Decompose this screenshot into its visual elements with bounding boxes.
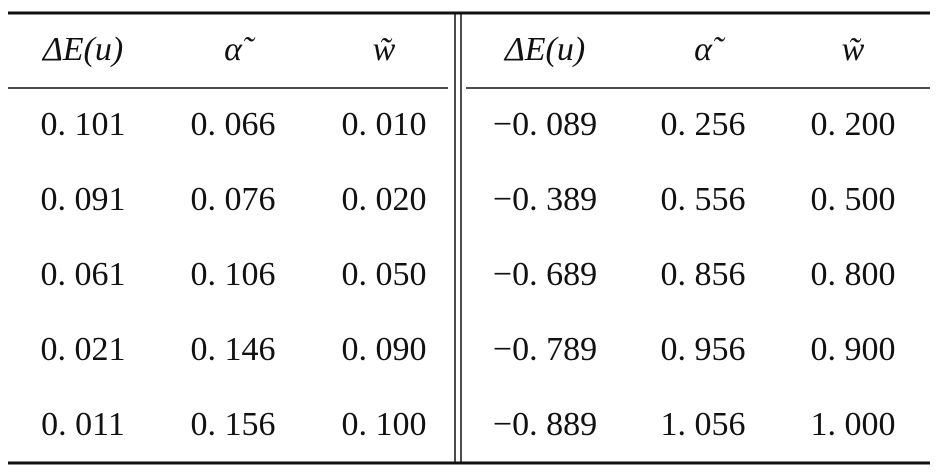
cell: −0. 889 <box>493 406 597 443</box>
cell: 0. 800 <box>811 256 896 293</box>
cell: 0. 100 <box>342 406 427 443</box>
cell: 0. 066 <box>191 106 276 143</box>
header-cell: w̃ <box>373 31 396 68</box>
cell: 0. 256 <box>661 106 746 143</box>
cell: 1. 056 <box>661 406 746 443</box>
header-cell: ΔE(u) <box>503 31 585 68</box>
cell: 1. 000 <box>811 406 896 443</box>
header-cell: α̃ <box>694 31 726 68</box>
cell: 0. 900 <box>811 331 896 368</box>
header-cell: ΔE(u) <box>41 31 123 68</box>
header-cell: w̃ <box>842 31 865 68</box>
cell: 0. 956 <box>661 331 746 368</box>
header-cell: α̃ <box>224 31 256 68</box>
cell: 0. 106 <box>191 256 276 293</box>
cell: 0. 011 <box>41 406 125 443</box>
cell: 0. 556 <box>661 181 746 218</box>
cell: 0. 156 <box>191 406 276 443</box>
cell: 0. 010 <box>342 106 427 143</box>
cell: 0. 076 <box>191 181 276 218</box>
cell: −0. 789 <box>493 331 597 368</box>
cell: 0. 021 <box>41 331 126 368</box>
cell: 0. 090 <box>342 331 427 368</box>
cell: 0. 500 <box>811 181 896 218</box>
cell: 0. 101 <box>41 106 126 143</box>
cell: 0. 146 <box>191 331 276 368</box>
cell: 0. 050 <box>342 256 427 293</box>
cell: 0. 856 <box>661 256 746 293</box>
cell: 0. 020 <box>342 181 427 218</box>
cell: 0. 061 <box>41 256 126 293</box>
cell: −0. 389 <box>493 181 597 218</box>
cell: 0. 200 <box>811 106 896 143</box>
cell: 0. 091 <box>41 181 126 218</box>
cell: −0. 089 <box>493 106 597 143</box>
cell: −0. 689 <box>493 256 597 293</box>
